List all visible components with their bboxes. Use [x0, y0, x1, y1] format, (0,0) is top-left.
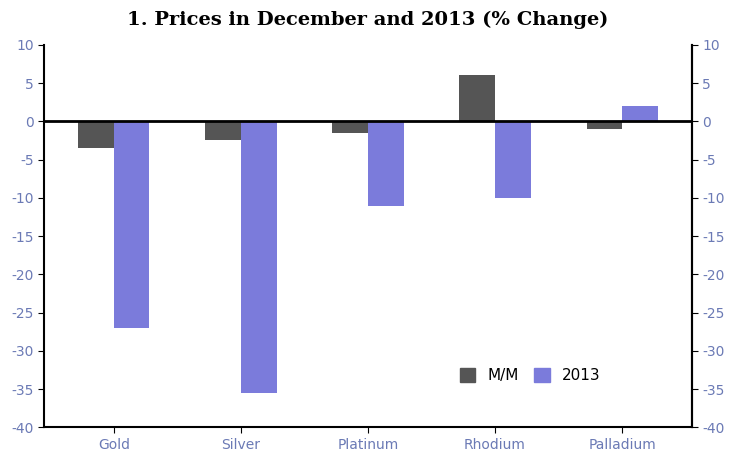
- Bar: [114, 121, 149, 328]
- Bar: [459, 75, 495, 121]
- Bar: [587, 121, 622, 129]
- Bar: [622, 106, 658, 121]
- Bar: [78, 121, 114, 148]
- Bar: [333, 121, 368, 133]
- Bar: [495, 121, 531, 198]
- Title: 1. Prices in December and 2013 (% Change): 1. Prices in December and 2013 (% Change…: [127, 11, 609, 29]
- Legend: M/M, 2013: M/M, 2013: [454, 362, 606, 389]
- Bar: [205, 121, 241, 140]
- Bar: [241, 121, 277, 393]
- Bar: [368, 121, 403, 206]
